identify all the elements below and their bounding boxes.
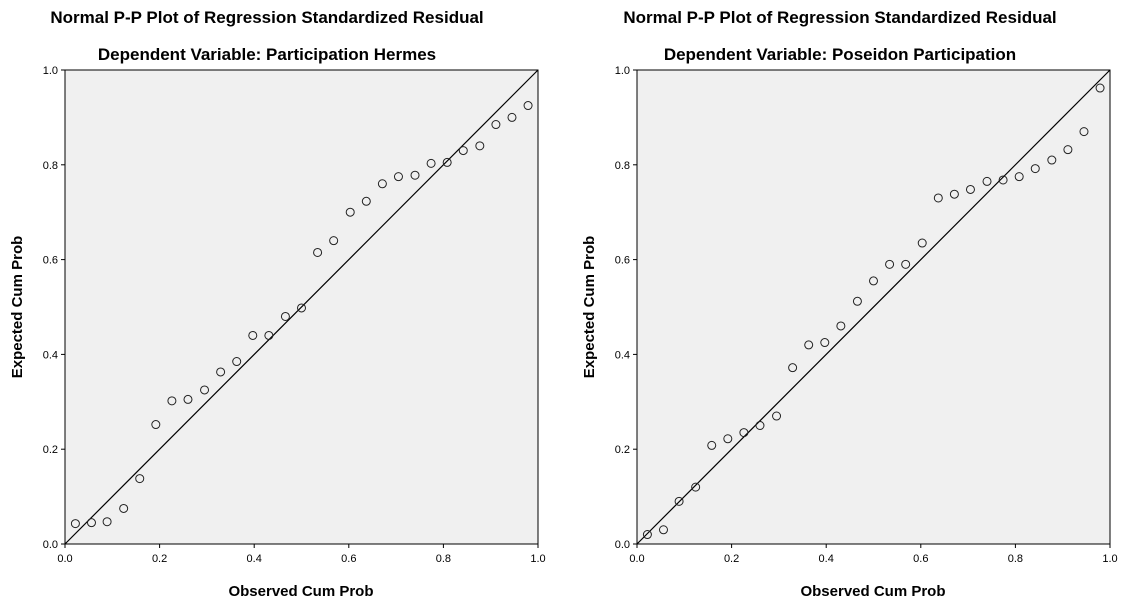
- chart-hermes-y-tick-label: 0.6: [43, 255, 58, 267]
- chart-hermes-data-point: [280, 311, 290, 321]
- chart-hermes-data-point: [313, 247, 323, 257]
- chart-poseidon-subtitle: Dependent Variable: Poseidon Participati…: [664, 45, 1016, 64]
- chart-hermes-data-point: [442, 157, 452, 167]
- chart-poseidon-data-point: [1063, 145, 1073, 155]
- chart-hermes-data-point: [491, 120, 501, 130]
- chart-poseidon-x-tick-label: 1.0: [1102, 553, 1117, 565]
- chart-poseidon-data-point: [885, 259, 895, 269]
- chart-poseidon-y-tick-label: 0.2: [615, 444, 630, 456]
- chart-hermes-y-tick-label: 0.2: [43, 444, 58, 456]
- chart-poseidon-y-tick-label: 0.0: [615, 539, 630, 551]
- chart-hermes-data-point: [361, 196, 371, 206]
- chart-hermes-data-point: [232, 357, 242, 367]
- chart-poseidon-y-tick-label: 0.4: [615, 349, 630, 361]
- chart-poseidon-data-point: [804, 340, 814, 350]
- chart-hermes-data-point: [475, 141, 485, 151]
- chart-hermes-data-point: [329, 236, 339, 246]
- chart-hermes-data-point: [102, 517, 112, 527]
- chart-poseidon-data-point: [691, 482, 701, 492]
- chart-poseidon-data-point: [772, 411, 782, 421]
- chart-poseidon-y-axis-title: Expected Cum Prob: [581, 236, 598, 379]
- chart-hermes-marks: [64, 69, 539, 545]
- chart-poseidon-reference-line: [636, 69, 1111, 545]
- chart-poseidon-data-point: [707, 440, 717, 450]
- chart-poseidon-x-tick-label: 0.6: [913, 553, 928, 565]
- chart-hermes-title: Normal P-P Plot of Regression Standardiz…: [50, 8, 483, 27]
- chart-hermes-data-point: [523, 101, 533, 111]
- chart-poseidon-data-point: [1014, 172, 1024, 182]
- chart-poseidon-data-point: [965, 184, 975, 194]
- chart-poseidon-x-tick-label: 0.2: [724, 553, 739, 565]
- chart-poseidon-data-point: [1079, 127, 1089, 137]
- chart-hermes-data-point: [248, 330, 258, 340]
- chart-hermes-x-tick-label: 0.4: [247, 553, 262, 565]
- chart-hermes-data-point: [216, 367, 226, 377]
- chart-hermes-x-tick-label: 0.0: [57, 553, 72, 565]
- chart-poseidon-data-point: [658, 525, 668, 535]
- chart-poseidon: Normal P-P Plot of Regression Standardiz…: [581, 8, 1118, 600]
- chart-hermes-x-tick-label: 0.6: [341, 553, 356, 565]
- chart-poseidon-title: Normal P-P Plot of Regression Standardiz…: [623, 8, 1056, 27]
- chart-hermes-data-point: [264, 330, 274, 340]
- chart-poseidon-data-point: [642, 530, 652, 540]
- chart-poseidon-data-point: [869, 276, 878, 286]
- chart-poseidon-x-tick-label: 0.4: [819, 553, 834, 565]
- chart-hermes: Normal P-P Plot of Regression Standardiz…: [9, 8, 546, 600]
- chart-hermes-data-point: [345, 207, 355, 217]
- chart-hermes-data-point: [151, 420, 161, 430]
- chart-hermes-x-tick-label: 1.0: [530, 553, 545, 565]
- chart-hermes-x-tick-label: 0.8: [436, 553, 451, 565]
- chart-hermes-data-point: [297, 303, 306, 313]
- chart-hermes-data-point: [410, 170, 420, 180]
- chart-hermes-data-point: [167, 396, 177, 406]
- chart-hermes-data-point: [119, 503, 129, 513]
- chart-poseidon-data-point: [917, 238, 927, 248]
- chart-hermes-x-tick-label: 0.2: [152, 553, 167, 565]
- chart-poseidon-x-tick-label: 0.0: [629, 553, 644, 565]
- chart-poseidon-data-point: [1095, 83, 1105, 93]
- chart-hermes-y-tick-label: 0.8: [43, 160, 58, 172]
- chart-hermes-data-point: [393, 172, 403, 182]
- chart-poseidon-x-axis-title: Observed Cum Prob: [800, 583, 945, 600]
- chart-poseidon-data-point: [788, 363, 798, 373]
- chart-poseidon-data-point: [723, 434, 733, 444]
- chart-poseidon-data-point: [820, 338, 830, 348]
- chart-poseidon-data-point: [998, 175, 1008, 185]
- chart-poseidon-data-point: [982, 176, 992, 186]
- chart-hermes-y-tick-label: 0.4: [43, 349, 58, 361]
- chart-hermes-data-point: [135, 474, 145, 484]
- chart-hermes-data-point: [458, 146, 468, 156]
- chart-poseidon-data-point: [836, 321, 846, 331]
- chart-hermes-y-axis-title: Expected Cum Prob: [9, 236, 26, 379]
- chart-poseidon-x-tick-label: 0.8: [1008, 553, 1023, 565]
- chart-poseidon-data-point: [674, 496, 684, 506]
- chart-poseidon-y-tick-label: 1.0: [615, 65, 630, 77]
- chart-hermes-subtitle: Dependent Variable: Participation Hermes: [98, 45, 436, 64]
- chart-poseidon-y-tick-label: 0.6: [615, 255, 630, 267]
- chart-hermes-y-tick-label: 0.0: [43, 539, 58, 551]
- chart-poseidon-data-point: [933, 193, 943, 203]
- chart-hermes-y-tick-label: 1.0: [43, 65, 58, 77]
- chart-poseidon-data-point: [852, 296, 862, 306]
- chart-poseidon-data-point: [755, 421, 765, 430]
- chart-poseidon-data-point: [739, 428, 749, 438]
- chart-hermes-data-point: [70, 519, 80, 529]
- chart-hermes-data-point: [86, 518, 96, 528]
- chart-hermes-data-point: [377, 179, 387, 189]
- chart-hermes-data-point: [426, 158, 436, 168]
- chart-hermes-data-point: [507, 112, 517, 122]
- chart-hermes-data-point: [183, 394, 193, 404]
- chart-hermes-axis-ticks: 0.0 0.2 0.4 0.6 0.8 1.0 0.0 0.2 0.4 0.6 0.8 1.0: [43, 65, 546, 565]
- chart-poseidon-data-point: [1047, 155, 1057, 165]
- chart-poseidon-data-point: [949, 189, 959, 199]
- chart-poseidon-data-point: [901, 259, 911, 269]
- chart-poseidon-axis-ticks: 0.0 0.2 0.4 0.6 0.8 1.0 0.0 0.2 0.4 0.6 0.8 1.0: [615, 65, 1118, 565]
- chart-hermes-x-axis-title: Observed Cum Prob: [228, 583, 373, 600]
- chart-poseidon-y-tick-label: 0.8: [615, 160, 630, 172]
- chart-hermes-data-point: [200, 385, 210, 395]
- chart-poseidon-data-point: [1030, 164, 1040, 174]
- chart-poseidon-marks: [636, 69, 1111, 545]
